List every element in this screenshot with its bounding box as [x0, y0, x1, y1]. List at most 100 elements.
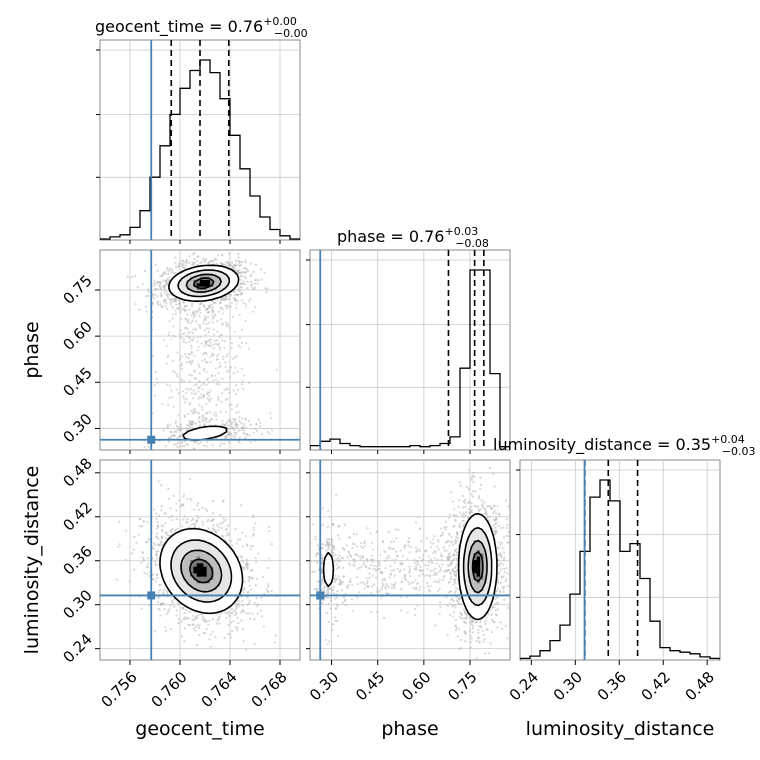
- sample-point: [328, 541, 331, 544]
- density-cell: [210, 270, 214, 274]
- sample-point: [465, 622, 468, 625]
- sample-point: [231, 316, 234, 319]
- sample-point: [171, 601, 174, 604]
- sample-point: [460, 613, 463, 617]
- sample-point: [249, 274, 252, 278]
- density-cell: [213, 433, 217, 437]
- sample-point: [234, 263, 238, 266]
- sample-point: [259, 421, 262, 424]
- density-cell: [193, 560, 197, 564]
- density-cell: [200, 293, 204, 297]
- sample-point: [173, 371, 177, 374]
- sample-point: [189, 409, 192, 412]
- density-cell: [190, 600, 194, 604]
- sample-point: [275, 368, 278, 371]
- sample-point: [210, 303, 213, 306]
- sample-point: [238, 336, 241, 340]
- sample-point: [266, 288, 269, 291]
- sample-point: [240, 367, 243, 370]
- sample-point: [189, 353, 192, 356]
- density-cell: [233, 580, 237, 584]
- sample-point: [193, 252, 196, 255]
- sample-point: [187, 356, 190, 360]
- sample-point: [228, 418, 232, 421]
- sample-point: [506, 637, 509, 640]
- density-cell: [213, 290, 217, 294]
- density-cell: [223, 583, 227, 587]
- sample-point: [198, 380, 201, 383]
- density-cell: [230, 583, 234, 587]
- sample-point: [502, 563, 505, 566]
- density-cell: [163, 563, 167, 567]
- sample-point: [473, 504, 476, 507]
- sample-point: [170, 389, 173, 392]
- density-cell: [213, 610, 217, 614]
- sample-point: [181, 606, 185, 609]
- density-cell: [183, 276, 187, 281]
- density-cell: [193, 430, 197, 434]
- sample-point: [188, 308, 191, 311]
- density-cell: [210, 546, 214, 551]
- density-cell: [216, 580, 221, 584]
- sample-point: [157, 303, 160, 306]
- sample-point: [235, 384, 238, 387]
- density-cell: [173, 290, 177, 294]
- density-cell: [173, 546, 177, 551]
- sample-point: [189, 421, 192, 424]
- sample-point: [184, 266, 187, 270]
- sample-point: [222, 517, 225, 520]
- sample-point: [208, 305, 211, 309]
- density-cell: [213, 550, 217, 554]
- sample-point: [470, 476, 473, 479]
- sample-point: [163, 608, 166, 611]
- sample-point: [248, 575, 251, 578]
- density-cell: [220, 426, 224, 431]
- density-cell: [206, 573, 211, 577]
- sample-point: [455, 563, 458, 566]
- density-cell: [193, 276, 197, 281]
- sample-point: [224, 435, 227, 438]
- density-cell: [190, 530, 194, 534]
- sample-point: [157, 601, 160, 604]
- sample-point: [226, 424, 230, 427]
- sample-point: [465, 486, 469, 489]
- sample-point: [262, 625, 265, 628]
- sample-point: [175, 609, 178, 612]
- sample-point: [264, 287, 267, 290]
- sample-point: [207, 527, 210, 530]
- density-cell: [176, 546, 181, 551]
- sample-point: [192, 450, 194, 452]
- density-cell: [220, 283, 224, 287]
- density-cell: [183, 273, 187, 277]
- sample-point: [458, 628, 461, 631]
- sample-point: [141, 551, 145, 554]
- sample-point: [152, 412, 155, 415]
- density-cell: [196, 296, 201, 301]
- density-cell: [193, 530, 197, 534]
- sample-point: [251, 612, 254, 615]
- density-cell: [170, 580, 174, 584]
- sample-point: [322, 581, 325, 584]
- density-cell: [183, 556, 187, 561]
- density-cell: [186, 433, 191, 437]
- sample-point: [253, 286, 256, 289]
- sample-point: [254, 263, 258, 266]
- sample-point: [499, 552, 502, 555]
- sample-point: [201, 613, 204, 616]
- density-cell: [220, 566, 224, 571]
- density-cell: [190, 283, 194, 287]
- density-cell: [220, 560, 224, 564]
- sample-point: [180, 620, 183, 623]
- density-cell: [203, 576, 207, 581]
- density-cell: [203, 543, 207, 547]
- density-cell: [180, 553, 184, 557]
- sample-point: [202, 444, 205, 447]
- density-cell: [216, 280, 221, 284]
- density-cell: [190, 543, 194, 547]
- sample-point: [220, 318, 223, 321]
- sample-point: [182, 338, 185, 341]
- sample-point: [240, 291, 243, 295]
- density-cell: [210, 430, 214, 434]
- sample-point: [153, 293, 156, 296]
- sample-point: [169, 507, 172, 510]
